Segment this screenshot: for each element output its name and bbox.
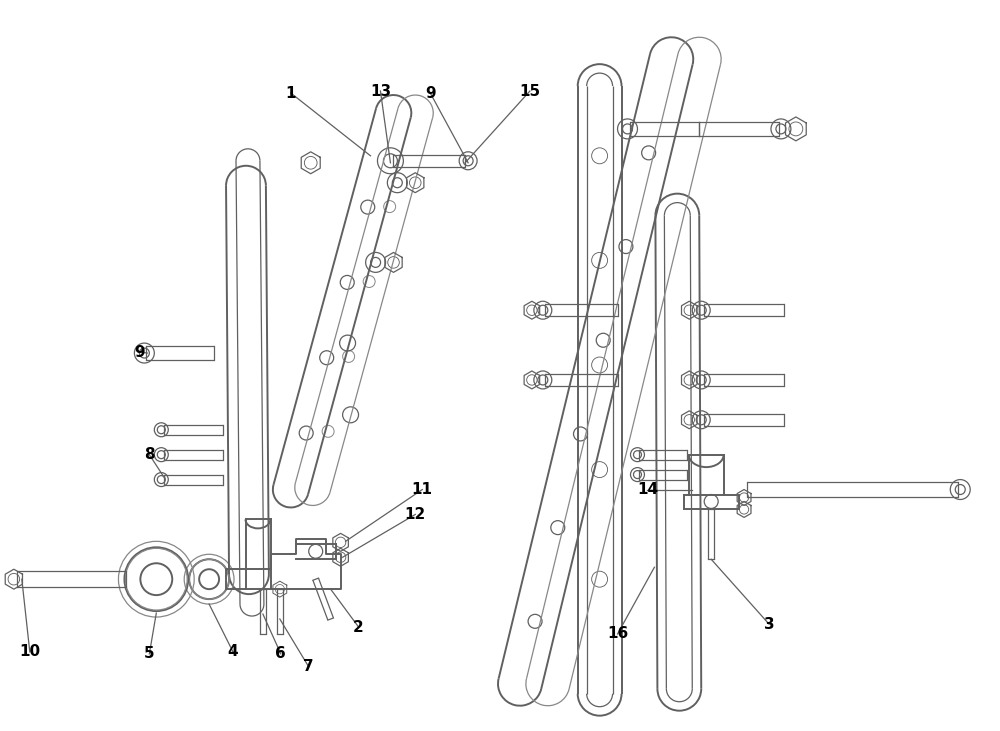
Text: 2: 2: [353, 619, 364, 635]
Text: 9: 9: [134, 344, 145, 360]
Text: 10: 10: [19, 645, 40, 659]
Text: 9: 9: [425, 86, 436, 101]
Text: 13: 13: [370, 83, 391, 99]
Text: 4: 4: [228, 645, 238, 659]
Text: 6: 6: [275, 646, 286, 662]
Text: 3: 3: [764, 616, 774, 632]
Text: 8: 8: [144, 447, 155, 462]
Text: 11: 11: [412, 482, 433, 497]
Text: 1: 1: [286, 86, 296, 101]
Text: 7: 7: [303, 659, 314, 675]
Text: 15: 15: [519, 83, 540, 99]
Text: 12: 12: [405, 507, 426, 522]
Text: 16: 16: [607, 626, 628, 642]
Text: 5: 5: [144, 646, 155, 662]
Text: 14: 14: [637, 482, 658, 497]
